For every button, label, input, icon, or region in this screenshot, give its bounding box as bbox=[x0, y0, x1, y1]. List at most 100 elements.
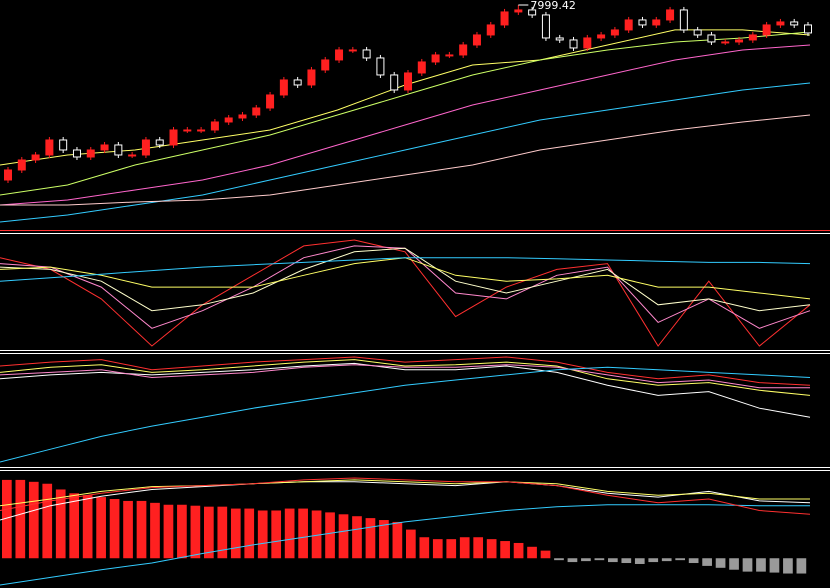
histogram-bar bbox=[540, 550, 551, 559]
candle-body bbox=[459, 44, 468, 56]
histogram-bar bbox=[284, 508, 295, 559]
histogram-bar bbox=[486, 539, 497, 559]
histogram-bar bbox=[123, 500, 133, 559]
candle-body bbox=[114, 144, 123, 156]
histogram-bar bbox=[756, 558, 766, 572]
histogram-bar bbox=[298, 508, 308, 559]
histogram-bar bbox=[365, 518, 376, 559]
candle-body bbox=[224, 117, 233, 123]
histogram-bar bbox=[15, 479, 26, 559]
histogram-bar bbox=[338, 514, 349, 559]
candle-body bbox=[128, 154, 137, 157]
histogram-bar bbox=[82, 495, 93, 559]
candle-body bbox=[472, 34, 481, 46]
candle-body bbox=[583, 37, 592, 49]
candle-body bbox=[417, 61, 426, 74]
histogram-bar bbox=[796, 558, 807, 574]
candle-body bbox=[348, 49, 357, 52]
histogram-bar bbox=[230, 508, 241, 559]
candle-body bbox=[169, 129, 178, 146]
histogram-bar bbox=[621, 558, 632, 564]
candle-body bbox=[321, 59, 330, 71]
histogram-bar bbox=[459, 537, 470, 559]
candle-body bbox=[624, 19, 633, 31]
candle-body bbox=[776, 21, 785, 26]
candle-body bbox=[197, 129, 206, 132]
histogram-bar bbox=[136, 500, 147, 559]
high-label: 7999.42 bbox=[530, 0, 576, 12]
candle-body bbox=[210, 121, 219, 131]
histogram-bar bbox=[257, 510, 268, 559]
candle-body bbox=[183, 129, 192, 132]
candle-body bbox=[431, 54, 440, 63]
histogram-bar bbox=[783, 558, 793, 574]
histogram-bar bbox=[392, 521, 403, 559]
histogram-bar bbox=[2, 479, 12, 559]
indicator-line bbox=[0, 362, 811, 418]
candle-body bbox=[748, 34, 757, 41]
indicator-line bbox=[0, 479, 810, 507]
candle-body bbox=[141, 139, 150, 156]
candle-body bbox=[59, 139, 68, 151]
candle-body bbox=[86, 149, 95, 158]
histogram-bar bbox=[527, 546, 537, 559]
candle-body bbox=[155, 139, 164, 146]
histogram-bar bbox=[661, 558, 672, 562]
indicator-line bbox=[0, 31, 811, 196]
histogram-bar bbox=[769, 558, 780, 573]
indicator-line bbox=[0, 364, 810, 389]
histogram-bar bbox=[379, 520, 389, 559]
indicator-line bbox=[0, 257, 811, 282]
candle-body bbox=[238, 114, 247, 119]
candle-body bbox=[252, 107, 261, 116]
histogram-bar bbox=[742, 558, 753, 572]
candle-body bbox=[514, 9, 523, 13]
candle-body bbox=[790, 21, 799, 26]
candle-body bbox=[804, 24, 812, 34]
histogram-bar bbox=[554, 558, 564, 561]
histogram-bar bbox=[150, 502, 160, 559]
candle-body bbox=[652, 19, 661, 26]
candle-body bbox=[335, 49, 344, 61]
candle-body bbox=[735, 39, 744, 43]
indicator-line bbox=[0, 239, 811, 347]
indicator-line bbox=[0, 481, 811, 521]
histogram-bar bbox=[406, 529, 416, 559]
candle-body bbox=[445, 54, 454, 57]
candle-body bbox=[610, 29, 619, 36]
histogram-bar bbox=[352, 516, 362, 559]
indicator-line bbox=[0, 504, 810, 586]
candle-body bbox=[100, 144, 109, 151]
histogram-bar bbox=[190, 505, 201, 559]
histogram-bar bbox=[715, 558, 726, 568]
histogram-bar bbox=[648, 558, 659, 563]
histogram-bar bbox=[419, 537, 430, 559]
indicator-line bbox=[0, 477, 811, 515]
histogram-bar bbox=[473, 537, 484, 559]
candle-body bbox=[500, 11, 509, 26]
histogram-bar bbox=[500, 541, 510, 559]
histogram-bar bbox=[177, 504, 187, 559]
indicator-line bbox=[0, 356, 811, 386]
candle-body bbox=[307, 69, 316, 86]
histogram-bar bbox=[311, 510, 322, 559]
candle-body bbox=[666, 9, 675, 21]
candle-body bbox=[293, 79, 302, 86]
candle-body bbox=[45, 139, 54, 156]
candle-body bbox=[17, 159, 26, 171]
histogram-bar bbox=[325, 512, 335, 559]
histogram-bar bbox=[594, 558, 605, 561]
histogram-bar bbox=[163, 504, 174, 559]
candle-body bbox=[266, 94, 275, 109]
histogram-bar bbox=[688, 558, 699, 564]
candle-body bbox=[72, 149, 81, 158]
histogram-bar bbox=[608, 558, 618, 563]
candle-body bbox=[279, 79, 288, 96]
candle-body bbox=[362, 49, 371, 59]
histogram-bar bbox=[432, 539, 443, 559]
candle-body bbox=[569, 39, 578, 49]
histogram-bar bbox=[271, 510, 282, 559]
candle-body bbox=[762, 24, 771, 36]
